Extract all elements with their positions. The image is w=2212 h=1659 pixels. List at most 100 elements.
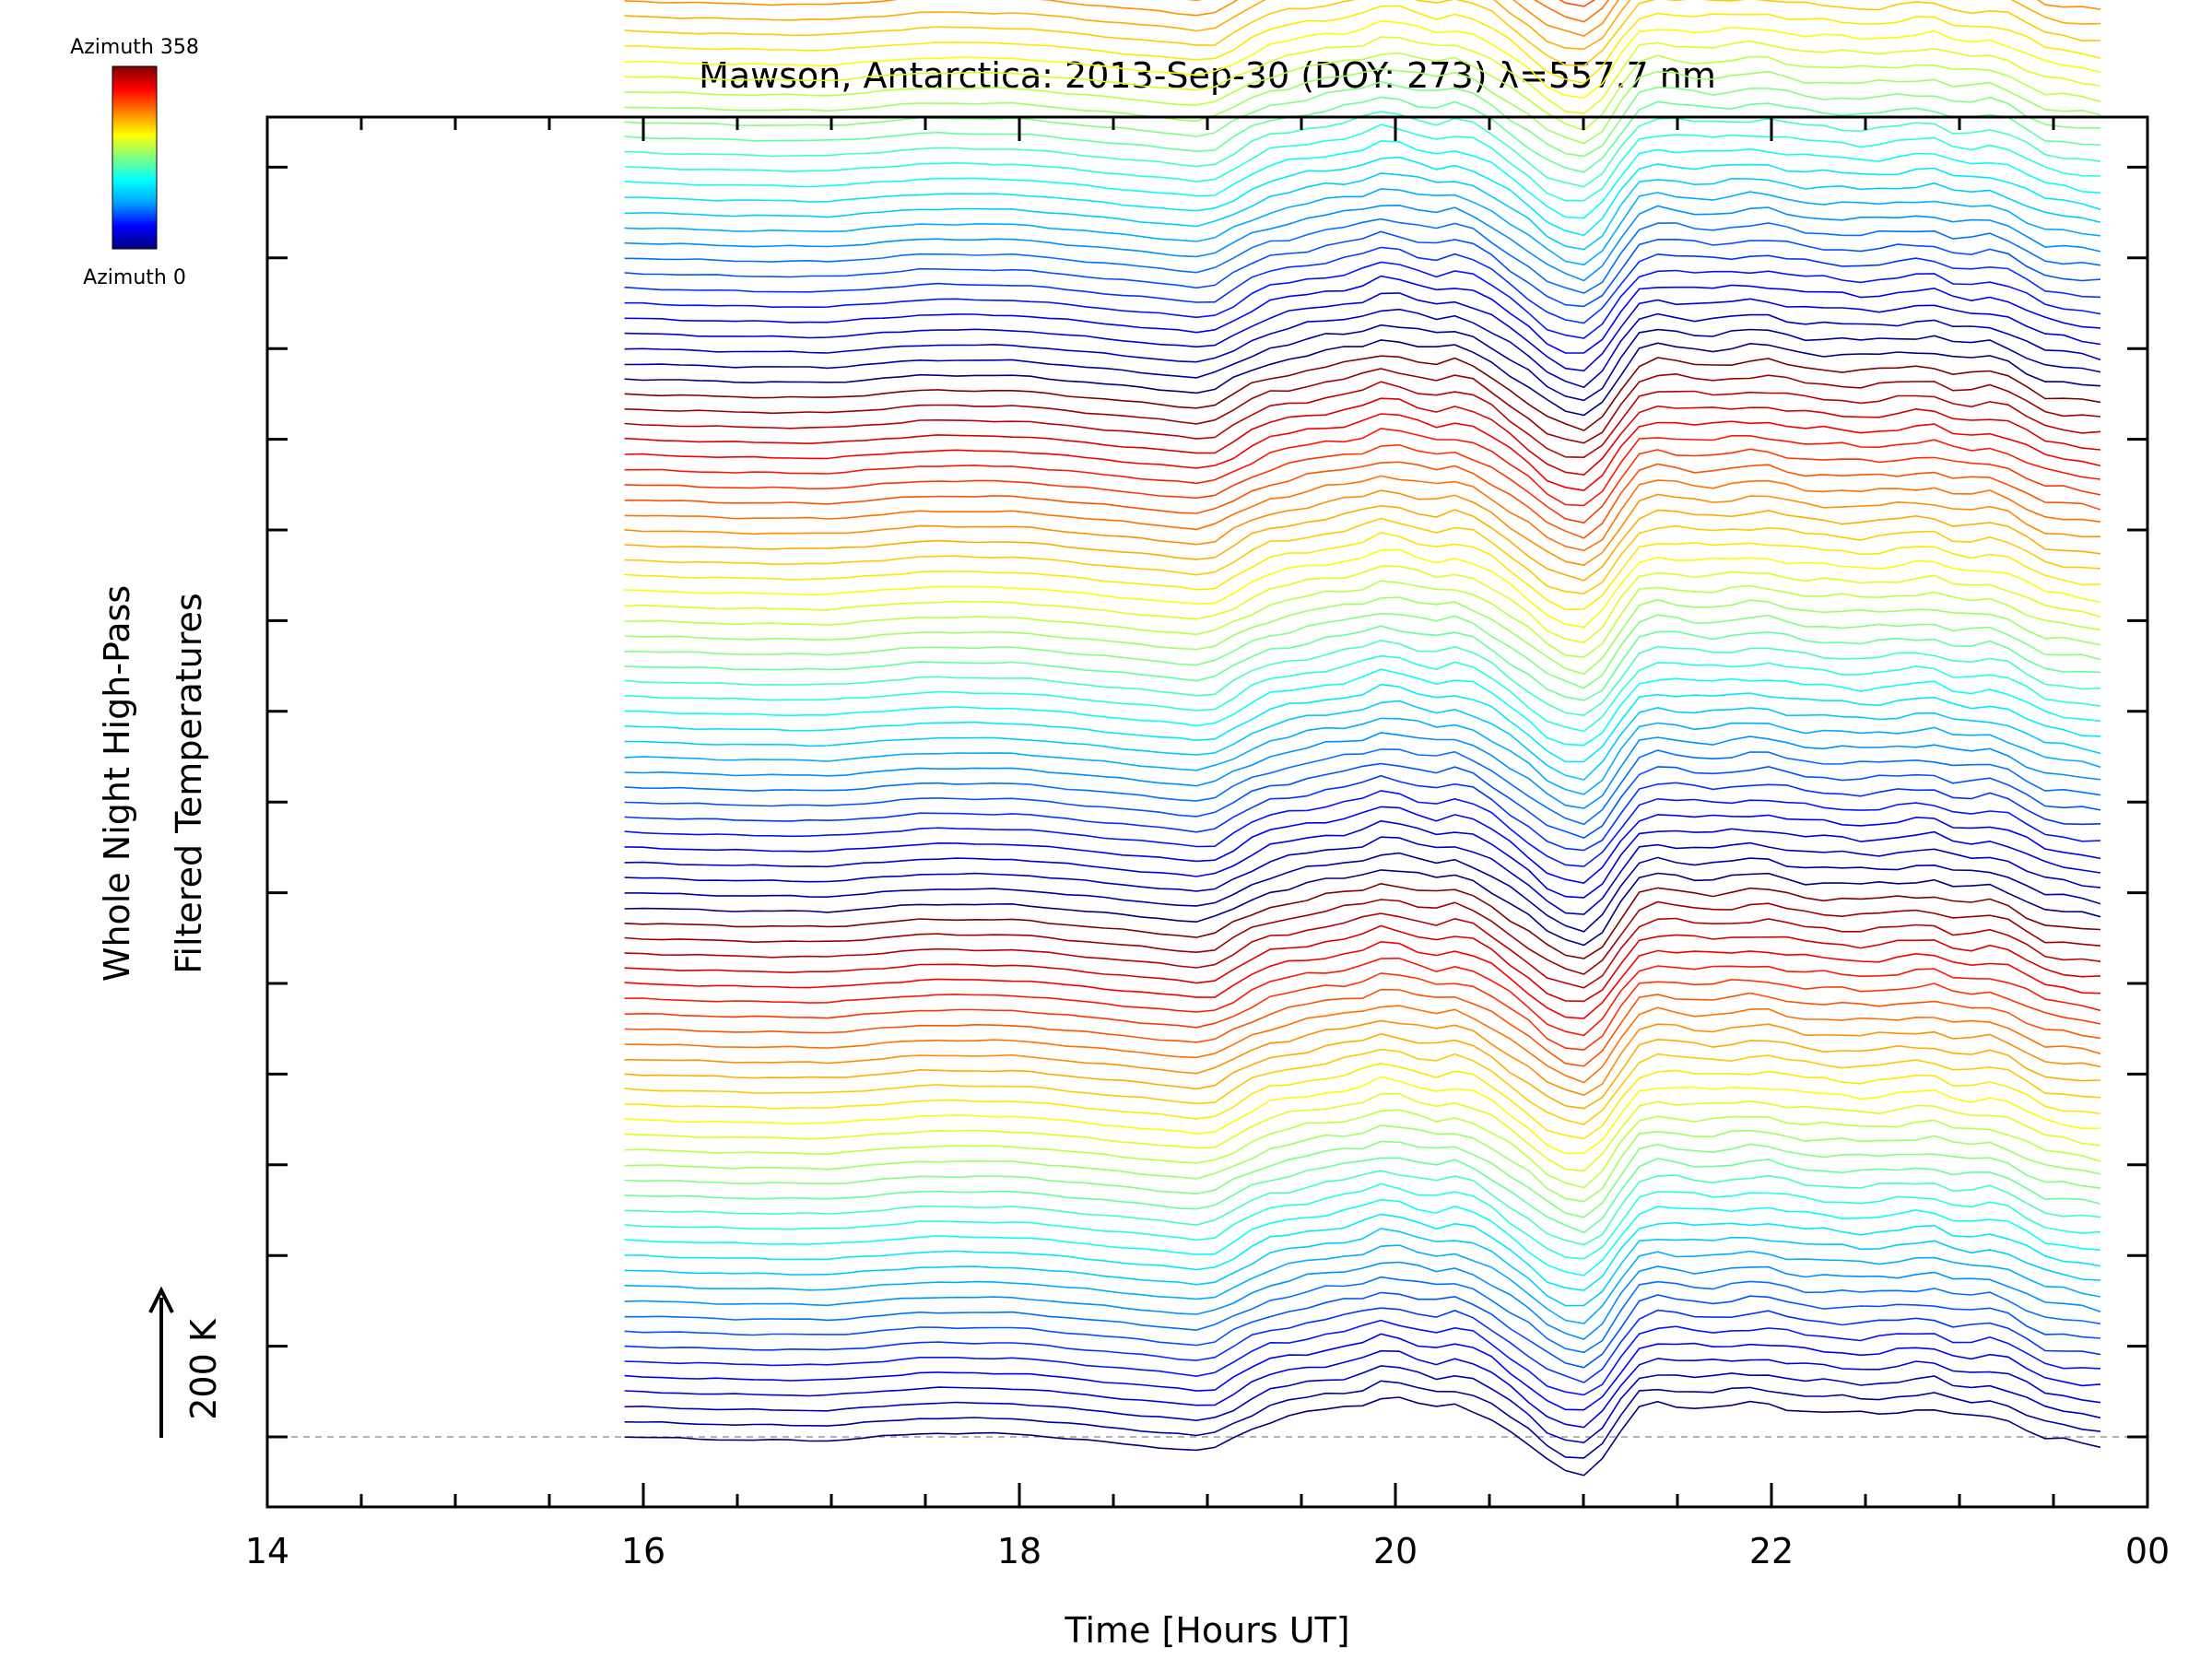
colorbar-gradient [112,65,158,250]
series-line [624,1062,2101,1140]
series-line [624,1109,2101,1189]
series-line [624,292,2101,372]
series-line [624,1019,2101,1097]
x-tick-labels: 14 16 18 20 22 00 [245,1531,2170,1571]
series-line [624,111,2101,188]
series-line [624,1380,2101,1459]
series-line [624,67,2101,145]
series-line [624,1291,2101,1369]
x-tick-label: 00 [2125,1531,2170,1571]
series-line [624,1170,2101,1246]
y-axis-label: Whole Night High-Pass Filtered Temperatu… [97,585,209,982]
series-line [624,397,2101,477]
series-line [624,836,2101,915]
series-line [624,5,2101,84]
series-line [624,461,2101,539]
series-line [624,140,2101,219]
series-line [624,1307,2101,1383]
series-line [624,368,2101,444]
series-line [624,1244,2101,1324]
series-line [624,596,2101,676]
series-line [624,517,2101,594]
series-line [624,957,2101,1037]
series-line [624,1276,2101,1354]
series-line [624,580,2101,659]
x-tick-label: 14 [245,1531,289,1571]
series-line [624,246,2101,324]
series-line [624,1076,2101,1155]
series-line [624,717,2101,795]
series-line [624,339,2101,417]
series-line [624,1032,2101,1110]
series-line [624,188,2101,266]
series-line [624,806,2101,884]
chart-title: Mawson, Antarctica: 2013-Sep-30 (DOY: 27… [699,55,1716,96]
series-line [624,912,2101,989]
scale-label: 200 K [183,1318,224,1420]
series-line [624,1124,2101,1203]
series-line [624,428,2101,507]
series-line [624,1349,2101,1429]
series-line [624,36,2101,115]
series-line [624,504,2101,582]
series-line [624,52,2101,132]
series-line [624,899,2101,975]
series-line [624,275,2101,354]
series-line [624,19,2101,99]
series-line [624,218,2101,294]
series-line [624,413,2101,491]
series-line [624,0,2101,67]
series-line [624,1333,2101,1411]
series-line [624,308,2101,389]
x-tick-label: 18 [997,1531,1041,1571]
series-line [624,924,2101,1003]
series-line [624,1319,2101,1396]
series-line [624,1365,2101,1444]
series-line [624,852,2101,933]
colorbar-top-label: Azimuth 358 [70,36,199,59]
series-line [624,1213,2101,1291]
series-line [624,324,2101,402]
series-line [624,1140,2101,1218]
x-axis-label: Time [Hours UT] [1064,1610,1349,1651]
series-line [624,748,2101,826]
series-line [624,639,2101,717]
series-line [624,762,2101,839]
x-tick-label: 16 [621,1531,665,1571]
series-line [624,204,2101,282]
scale-arrow-head-icon [148,1286,174,1313]
series-line [624,96,2101,173]
series-line [624,790,2101,867]
series-line [624,940,2101,1019]
series-line [624,1182,2101,1260]
series-line [624,124,2101,202]
scale-bar: 200 K [148,1286,224,1438]
series-line [624,972,2101,1051]
series-line [624,700,2101,781]
series-line [624,1261,2101,1340]
series-line [624,1005,2101,1084]
series-line [624,612,2101,689]
series-line [624,172,2101,251]
series-line [624,1228,2101,1307]
series-line [624,156,2101,237]
series-line [624,443,2101,524]
series-line [624,80,2101,158]
x-tick-label: 20 [1373,1531,1418,1571]
series-line [624,654,2101,733]
series-line [624,1396,2101,1477]
series-line [624,548,2101,629]
series-line [624,1198,2101,1277]
colorbar: Azimuth 358 Azimuth 0 [70,36,199,289]
series-line [624,1048,2101,1125]
series-line [624,0,2101,51]
series-line [624,625,2101,701]
ticks-group [265,117,2149,1507]
series-line [624,489,2101,567]
series-line [624,668,2101,747]
series-line [624,0,2101,37]
series-line [624,819,2101,899]
y-axis-label-line1: Whole Night High-Pass [97,585,137,982]
series-line [624,261,2101,339]
